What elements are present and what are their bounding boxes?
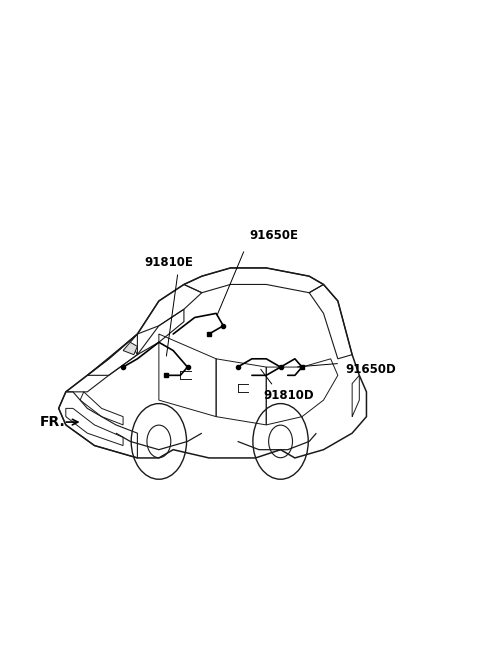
Text: 91810D: 91810D — [264, 389, 314, 402]
Text: 91650E: 91650E — [250, 229, 299, 242]
PathPatch shape — [123, 343, 137, 354]
Text: FR.: FR. — [39, 415, 65, 429]
Text: 91650D: 91650D — [345, 363, 396, 376]
Text: 91810E: 91810E — [144, 255, 193, 269]
